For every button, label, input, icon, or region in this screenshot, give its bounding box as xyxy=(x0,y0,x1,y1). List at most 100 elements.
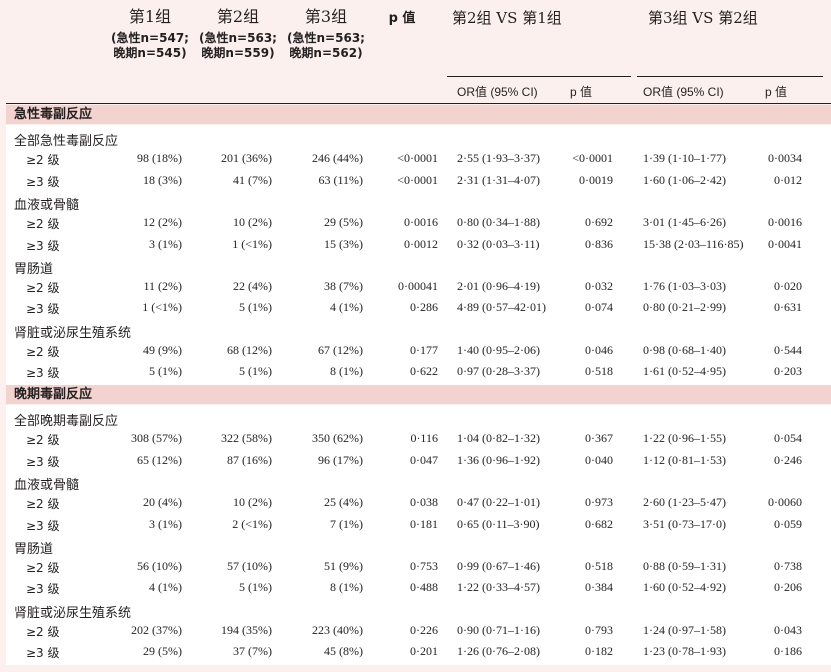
group-2-title: 第2组 xyxy=(216,7,260,26)
cell-p21: 0·973 xyxy=(585,495,613,510)
group-2-acute-n: (急性n=563; xyxy=(199,31,277,45)
cell-p21: 0·692 xyxy=(585,215,613,230)
cell-or21: 1·26 (0·76–2·08) xyxy=(457,644,540,659)
cell-g1: 20 (4%) xyxy=(143,495,182,510)
cell-p21: 0·793 xyxy=(585,623,613,637)
cell-g3: 350 (62%) xyxy=(312,431,363,446)
cell-g3: 63 (11%) xyxy=(318,172,363,187)
cell-g2: 1 (<1%) xyxy=(232,236,272,251)
cell-g2: 194 (35%) xyxy=(221,623,272,637)
cell-or32: 1·22 (0·96–1·55) xyxy=(643,431,726,446)
cell-g3: 45 (8%) xyxy=(324,644,363,659)
table-row: ≥2 级 20 (4%) 10 (2%) 25 (4%) 0·038 0·47 (0·22… xyxy=(0,492,831,513)
cell-p: 0·038 xyxy=(410,495,438,510)
cell-p21: 0·682 xyxy=(585,516,613,531)
cell-g1: 308 (57%) xyxy=(131,431,182,446)
cell-p21: 0·032 xyxy=(585,279,613,294)
category-row: 胃肠道 xyxy=(0,535,831,557)
cell-p: 0·226 xyxy=(410,623,438,637)
cell-p21: 0·518 xyxy=(585,364,613,379)
table-row: ≥3 级 3 (1%) 1 (<1%) 15 (3%) 0·0012 0·32 (0·03… xyxy=(0,234,831,255)
cell-p32: 0·544 xyxy=(774,343,802,357)
cell-g2: 57 (10%) xyxy=(227,559,272,574)
cell-g2: 41 (7%) xyxy=(233,172,272,187)
table-row: ≥3 级 3 (1%) 2 (<1%) 7 (1%) 0·181 0·65 (0·11–3… xyxy=(0,514,831,535)
cell-g1: 1 (<1%) xyxy=(142,300,182,315)
cell-g1: 12 (2%) xyxy=(143,215,182,230)
cell-or21: 1·22 (0·33–4·57) xyxy=(457,580,540,595)
cell-g3: 51 (9%) xyxy=(324,559,363,574)
cell-g1: 49 (9%) xyxy=(143,343,182,357)
category-label: 血液或骨髓 xyxy=(14,477,80,493)
cell-p32: 0·020 xyxy=(774,279,802,294)
cell-g2: 37 (7%) xyxy=(233,644,272,659)
cell-p21: 0·074 xyxy=(585,300,613,315)
cell-p: 0·181 xyxy=(410,516,438,531)
cell-g3: 7 (1%) xyxy=(330,516,363,531)
group-2-header: 第2组 (急性n=563; 晚期n=559) xyxy=(188,9,288,61)
cell-g3: 8 (1%) xyxy=(330,580,363,595)
cell-or32: 2·60 (1·23–5·47) xyxy=(643,495,726,510)
category-label: 肾脏或泌尿生殖系统 xyxy=(14,605,132,621)
comparison-2-rule xyxy=(637,76,823,77)
table-row: ≥2 级 56 (10%) 57 (10%) 51 (9%) 0·753 0·99 (0·… xyxy=(0,556,831,577)
cell-p: 0·0016 xyxy=(404,215,438,230)
cell-g3: 246 (44%) xyxy=(312,151,363,166)
cell-g1: 3 (1%) xyxy=(149,236,182,251)
category-label: 胃肠道 xyxy=(14,261,54,277)
cell-g3: 67 (12%) xyxy=(318,343,363,357)
p-header-2: p 值 xyxy=(765,85,788,99)
group-3-late-n: 晚期n=562) xyxy=(289,46,363,60)
cell-p32: 0·043 xyxy=(774,623,802,637)
cell-p: 0·622 xyxy=(410,364,438,379)
cell-or21: 4·89 (0·57–42·01) xyxy=(457,300,546,315)
cell-g2: 5 (1%) xyxy=(239,580,272,595)
cell-p21: 0·518 xyxy=(585,559,613,574)
table-row: ≥2 级 49 (9%) 68 (12%) 67 (12%) 0·177 1·40 (0·… xyxy=(0,340,831,361)
cell-p21: 0·182 xyxy=(585,644,613,659)
table-row: ≥2 级 12 (2%) 10 (2%) 29 (5%) 0·0016 0·80 (0·3… xyxy=(0,212,831,233)
cell-g1: 98 (18%) xyxy=(137,151,182,166)
table-row: ≥2 级 11 (2%) 22 (4%) 38 (7%) 0·00041 2·01 (0·… xyxy=(0,276,831,297)
cell-p32: 0·206 xyxy=(774,580,802,595)
cell-g3: 223 (40%) xyxy=(312,623,363,637)
cell-p: 0·753 xyxy=(410,559,438,574)
cell-g1: 202 (37%) xyxy=(131,623,182,637)
group-3-header: 第3组 (急性n=563; 晚期n=562) xyxy=(276,9,376,61)
category-row: 全部急性毒副反应 xyxy=(0,127,831,149)
cell-g2: 87 (16%) xyxy=(227,452,272,467)
cell-or32: 15·38 (2·03–116·85) xyxy=(643,236,744,251)
cell-g2: 10 (2%) xyxy=(233,215,272,230)
table-row: ≥2 级 98 (18%) 201 (36%) 246 (44%) <0·0001 2·5… xyxy=(0,148,831,169)
table-row: ≥3 级 18 (3%) 41 (7%) 63 (11%) <0·0001 2·31 (1… xyxy=(0,170,831,191)
cell-or21: 0·47 (0·22–1·01) xyxy=(457,495,540,510)
cell-or32: 1·24 (0·97–1·58) xyxy=(643,623,726,637)
cell-p21: 0·0019 xyxy=(579,172,613,187)
cell-or32: 1·23 (0·78–1·93) xyxy=(643,644,726,659)
cell-p32: 0·631 xyxy=(774,300,802,315)
group-1-late-n: 晚期n=545) xyxy=(113,46,187,60)
cell-p21: 0·367 xyxy=(585,431,613,446)
cell-or21: 1·40 (0·95–2·06) xyxy=(457,343,540,357)
header-bottom-rule xyxy=(6,103,831,104)
cell-g2: 5 (1%) xyxy=(239,300,272,315)
cell-p: 0·00041 xyxy=(398,279,438,294)
cell-g1: 56 (10%) xyxy=(137,559,182,574)
grade-label: ≥2 级 xyxy=(26,217,60,232)
category-row: 血液或骨髓 xyxy=(0,191,831,213)
cell-g2: 10 (2%) xyxy=(233,495,272,510)
table-row: ≥3 级 4 (1%) 5 (1%) 8 (1%) 0·488 1·22 (0·33–4·… xyxy=(0,577,831,598)
comparison-2-vs-1-header: 第2组 VS 第1组 xyxy=(452,9,562,27)
p-header-1: p 值 xyxy=(570,85,593,99)
category-label: 全部晚期毒副反应 xyxy=(14,414,119,429)
table-row: ≥3 级 5 (1%) 5 (1%) 8 (1%) 0·622 0·97 (0·28–3·… xyxy=(0,361,831,382)
grade-label: ≥3 级 xyxy=(26,302,60,317)
cell-or21: 0·99 (0·67–1·46) xyxy=(457,559,540,574)
grade-label: ≥3 级 xyxy=(26,582,60,597)
category-row: 肾脏或泌尿生殖系统 xyxy=(0,599,831,621)
cell-g3: 38 (7%) xyxy=(324,279,363,294)
cell-or21: 1·36 (0·96–1·92) xyxy=(457,452,540,467)
cell-g1: 5 (1%) xyxy=(149,364,182,379)
cell-g3: 29 (5%) xyxy=(324,215,363,230)
cell-p32: 0·0060 xyxy=(768,495,802,510)
